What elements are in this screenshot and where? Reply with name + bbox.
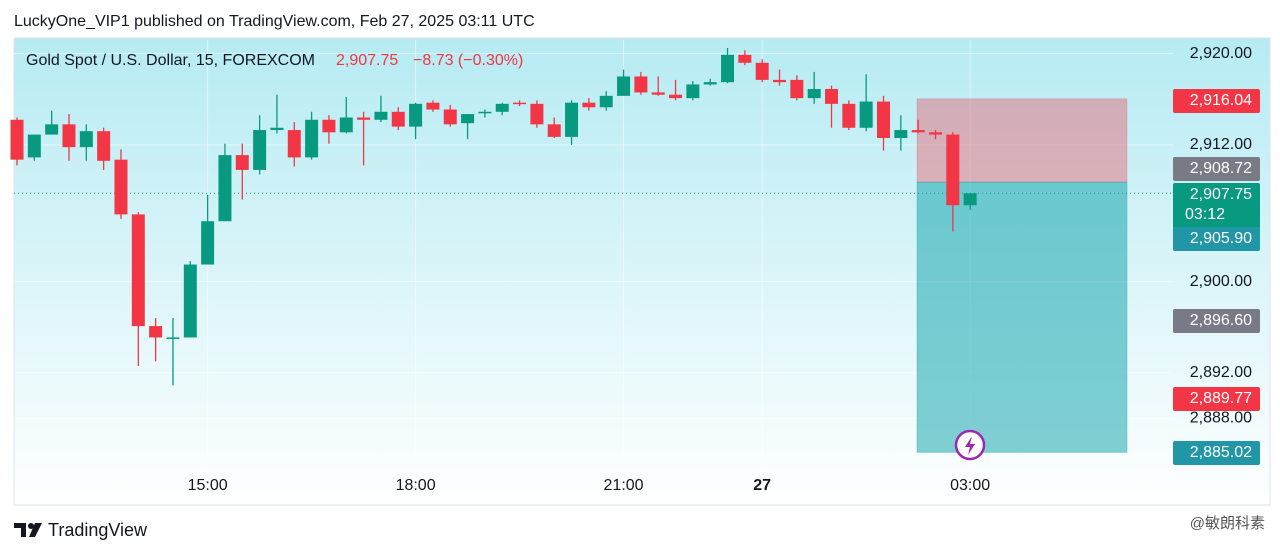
alert-icon	[954, 429, 986, 461]
candle-body	[62, 124, 76, 148]
price-label: 2,889.77	[1190, 390, 1252, 407]
candle-body	[530, 103, 544, 125]
x-tick-label: 18:00	[396, 477, 436, 494]
candle-body	[201, 221, 215, 265]
price-label-box	[1173, 441, 1260, 465]
price-label-box	[1173, 157, 1260, 181]
candle-body	[738, 54, 752, 63]
x-tick-label: 21:00	[604, 477, 644, 494]
candle-body	[617, 76, 631, 96]
candle-body	[928, 132, 942, 135]
candle-body	[270, 127, 284, 131]
candle-body	[97, 131, 111, 161]
price-label-box	[1173, 309, 1260, 333]
candle-body	[547, 124, 561, 137]
y-tick-label: 2,892.00	[1190, 364, 1252, 381]
candle-body	[842, 103, 856, 128]
candle-body	[669, 94, 683, 99]
watermark: @敏朗科素	[1190, 515, 1265, 532]
candle-body	[755, 62, 769, 80]
countdown: 03:12	[1185, 206, 1225, 223]
candle-body	[946, 134, 960, 206]
candle-body	[721, 54, 735, 83]
price-label: 2,907.75	[1190, 186, 1252, 203]
candle-body	[322, 119, 336, 133]
candle-body	[599, 95, 613, 108]
x-tick-label: 03:00	[950, 477, 990, 494]
alert-bolt	[965, 436, 975, 455]
candle-body	[339, 117, 353, 133]
price-label: 2,908.72	[1190, 160, 1252, 177]
candle-body	[877, 101, 890, 139]
x-tick-label: 15:00	[188, 477, 228, 494]
candle-body	[10, 119, 24, 160]
price-label: 2,905.90	[1190, 230, 1252, 247]
y-tick-label: 2,920.00	[1190, 45, 1252, 62]
candle-body	[911, 130, 925, 133]
candle-body	[235, 155, 249, 170]
candle-body	[27, 134, 41, 158]
logo	[14, 523, 42, 537]
candle-body	[443, 109, 457, 125]
candle-body	[426, 102, 440, 110]
candle-body	[218, 155, 232, 222]
candle-body	[253, 130, 267, 170]
price-label-box	[1173, 183, 1260, 229]
price-label-box	[1173, 227, 1260, 251]
candle-body	[790, 79, 804, 99]
target-zone	[916, 181, 1128, 453]
price-label: 2,916.04	[1190, 92, 1252, 109]
candle-body	[513, 102, 527, 105]
candle-body	[478, 111, 492, 114]
y-tick-label: 2,912.00	[1190, 136, 1252, 153]
price-label-box	[1173, 387, 1260, 411]
candle-body	[45, 124, 59, 135]
candle-body	[703, 82, 717, 85]
price-label: 2,896.60	[1190, 312, 1252, 329]
x-tick-label: 27	[753, 477, 771, 494]
price-label-box	[1173, 89, 1260, 113]
candle-body	[287, 130, 301, 158]
candle-body	[79, 131, 93, 148]
candle-body	[131, 214, 145, 327]
candle-body	[634, 76, 648, 93]
candle-body	[357, 117, 371, 120]
candle-body	[565, 102, 579, 137]
change: −8.73 (−0.30%)	[413, 52, 523, 69]
candle-body	[651, 92, 665, 95]
candle-body	[114, 159, 128, 215]
candle-body	[166, 337, 180, 339]
candle-body	[963, 193, 977, 206]
candle-body	[149, 326, 163, 338]
y-tick-label: 2,888.00	[1190, 410, 1252, 427]
candle-body	[374, 111, 388, 120]
candle-body	[686, 84, 700, 99]
candle-body	[894, 130, 908, 139]
last-price: 2,907.75	[336, 52, 398, 69]
candle-body	[391, 111, 405, 127]
symbol: Gold Spot / U.S. Dollar, 15, FOREXCOM	[26, 52, 315, 69]
candle-body	[461, 114, 475, 124]
candle-body	[825, 89, 839, 104]
header: LuckyOne_VIP1 published on TradingView.c…	[14, 13, 535, 30]
candle-body	[582, 102, 596, 108]
y-tick-label: 2,900.00	[1190, 273, 1252, 290]
candle-body	[773, 79, 787, 83]
candle-body	[409, 103, 423, 127]
price-label: 2,885.02	[1190, 444, 1252, 461]
candle-body	[807, 89, 821, 99]
candle-body	[495, 103, 509, 112]
candle-body	[859, 101, 873, 128]
candle-body	[305, 119, 319, 158]
brand: TradingView	[48, 520, 148, 540]
candle-body	[183, 264, 197, 338]
